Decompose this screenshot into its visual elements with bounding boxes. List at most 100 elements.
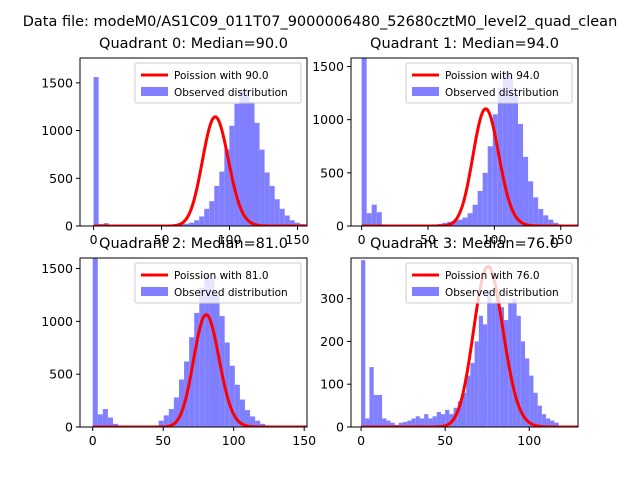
histogram-bar [548, 219, 554, 226]
histogram-bar [194, 312, 200, 427]
histogram-bar [487, 146, 493, 226]
x-tick-label: 150 [286, 232, 310, 247]
histogram-bar [361, 58, 367, 226]
histogram-bar [482, 172, 488, 226]
histogram-bar [533, 197, 539, 226]
legend-fit-label: Poission with 76.0 [445, 270, 540, 282]
histogram-bar [537, 405, 542, 427]
histogram-bar [491, 302, 496, 427]
histogram-bar [209, 279, 215, 427]
x-tick-label: 150 [292, 433, 316, 448]
histogram-bar [419, 418, 425, 427]
histogram-bar [189, 337, 195, 427]
subplot-quadrant-3: 0 50 100 0 100 200 300 Quadrant 3: Median=76.0 P… [320, 236, 579, 448]
histogram-bar [472, 204, 478, 226]
subplot-title: Quadrant 2: Median=81.0 [99, 236, 288, 252]
histogram-bar [107, 417, 113, 427]
histogram-bar [457, 219, 463, 226]
histogram-bar [428, 418, 433, 427]
histogram-bar [269, 185, 275, 226]
histogram-bar [415, 416, 420, 427]
histogram-bar [466, 375, 471, 427]
poisson-fit-line [92, 313, 307, 427]
histogram-bar [204, 274, 210, 427]
histogram-bar [516, 315, 521, 427]
x-tick-label: 50 [437, 433, 453, 448]
histogram-bar [477, 190, 483, 226]
legend: Poission with 90.0 Observed distribution [134, 62, 302, 104]
histogram-bar [234, 103, 240, 226]
histogram-bar [369, 367, 374, 427]
histogram-bar [432, 416, 437, 427]
histogram-bar [250, 416, 256, 427]
histogram-bar [492, 114, 498, 226]
y-tick-label: 0 [336, 420, 344, 435]
x-tick-label: 0 [90, 232, 98, 247]
y-tick-label: 1500 [312, 59, 344, 74]
legend-frame [134, 262, 302, 304]
histogram-bar [264, 172, 270, 226]
y-tick-label: 300 [320, 291, 344, 306]
histogram-bar [204, 208, 210, 226]
legend: Poission with 81.0 Observed distribution [134, 262, 302, 304]
subplot-title: Quadrant 1: Median=94.0 [370, 36, 559, 52]
histogram-bar [239, 89, 245, 226]
histogram-bar [194, 220, 200, 226]
histogram-bar [554, 422, 559, 427]
histogram-bar [279, 208, 285, 226]
histogram-bar [470, 362, 475, 427]
y-tick-label: 1000 [312, 112, 344, 127]
histogram-bar [289, 220, 295, 226]
x-tick-label: 50 [155, 433, 171, 448]
histogram-bar [249, 101, 255, 226]
histogram-bar [546, 418, 551, 427]
histogram-bar [173, 397, 179, 427]
histogram-bar [436, 412, 441, 427]
x-tick-label: 100 [218, 232, 242, 247]
histogram-bar [528, 181, 534, 226]
histogram-bar [543, 215, 549, 226]
histogram-bar [467, 213, 473, 226]
histogram-bar [482, 324, 488, 427]
histogram-bar [474, 341, 479, 427]
histogram-bar [224, 149, 230, 226]
subplot-title: Quadrant 3: Median=76.0 [370, 236, 559, 252]
histogram-bar [163, 415, 169, 427]
histogram-bar [255, 420, 261, 427]
legend-hist-label: Observed distribution [445, 87, 559, 99]
histogram-bar [398, 422, 404, 427]
x-tick-label: 50 [154, 232, 170, 247]
histogram-bar [424, 414, 429, 427]
legend-frame [405, 262, 573, 304]
histogram-bar [259, 149, 265, 226]
histogram-bar [517, 123, 524, 226]
histogram-bar [478, 315, 483, 427]
histogram-bar [508, 302, 513, 427]
histogram-bar [403, 421, 408, 427]
histogram-bar [284, 215, 290, 226]
histogram-bar [371, 204, 377, 226]
histogram-bar [239, 399, 245, 427]
histogram-bar [366, 213, 372, 226]
histogram-bar [199, 287, 205, 427]
histogram-bar [440, 414, 446, 427]
legend-hist-label: Observed distribution [174, 287, 288, 299]
x-tick-label: 150 [549, 232, 573, 247]
histogram-bar [224, 342, 230, 427]
legend: Poission with 94.0 Observed distribution [405, 62, 573, 104]
y-tick-label: 1500 [41, 75, 73, 90]
histogram-bar [112, 423, 119, 427]
legend-hist-swatch [412, 287, 439, 296]
histogram-bar [445, 409, 450, 427]
suptitle: Data file: modeM0/AS1C09_011T07_90000064… [23, 14, 618, 30]
y-tick-label: 0 [65, 219, 73, 234]
subplot-title: Quadrant 0: Median=90.0 [99, 36, 288, 52]
y-tick-label: 0 [65, 420, 73, 435]
y-tick-label: 1000 [41, 314, 73, 329]
histogram-bar [452, 220, 458, 226]
legend-hist-swatch [141, 87, 168, 96]
histogram-bar [189, 222, 195, 226]
histogram-bar [377, 394, 383, 427]
